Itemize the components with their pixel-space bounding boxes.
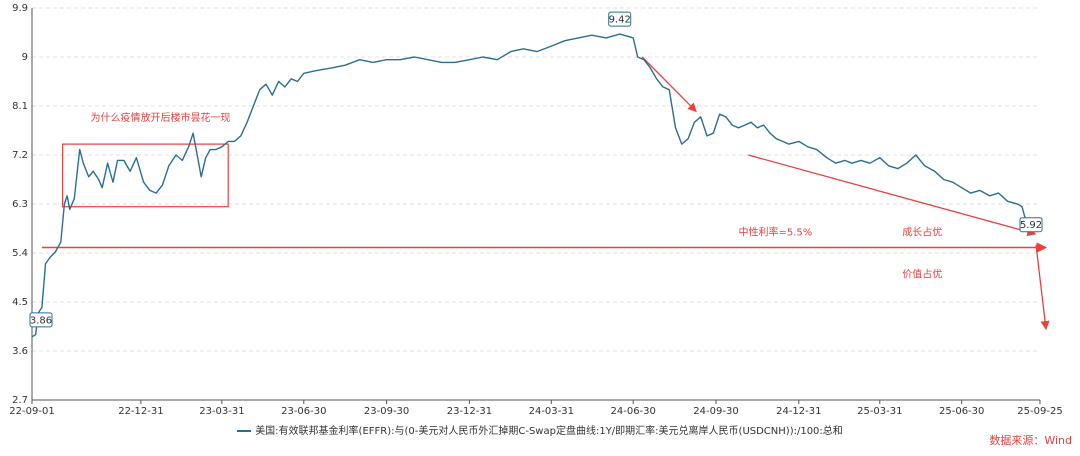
y-tick-label: 9 [22, 52, 28, 63]
y-tick-label: 5.4 [12, 248, 28, 259]
annotation-text: 成长占优 [902, 226, 942, 239]
x-tick-label: 24-06-30 [611, 406, 656, 417]
x-tick-label: 24-12-31 [776, 406, 821, 417]
y-tick-label: 4.5 [12, 297, 28, 308]
x-tick-label: 22-12-31 [118, 406, 163, 417]
trend-arrow [748, 154, 1037, 237]
y-tick-label: 3.6 [12, 346, 28, 357]
x-tick-label: 25-06-30 [939, 406, 984, 417]
x-tick-label: 24-09-30 [693, 406, 738, 417]
x-tick-label: 25-09-25 [1017, 406, 1062, 417]
legend-label: 美国:有效联邦基金利率(EFFR):与(0-美元对人民币外汇掉期C-Swap定盘… [255, 426, 843, 437]
x-tick-label: 23-12-31 [447, 406, 492, 417]
x-tick-label: 24-03-31 [529, 406, 574, 417]
x-tick-label: 25-03-31 [857, 406, 902, 417]
trend-arrow [1035, 244, 1050, 331]
x-tick-label: 23-06-30 [281, 406, 326, 417]
legend: 美国:有效联邦基金利率(EFFR):与(0-美元对人民币外汇掉期C-Swap定盘… [0, 422, 1080, 437]
y-tick-label: 2.7 [12, 395, 28, 406]
y-tick-label: 7.2 [12, 150, 28, 161]
annotation-box [61, 143, 229, 208]
data-label-box [29, 312, 53, 328]
trend-arrow [641, 56, 697, 113]
annotation-text: 价值占优 [902, 268, 942, 281]
data-label: 3.86 [30, 315, 52, 326]
y-tick-label: 6.3 [12, 199, 28, 210]
y-tick-label: 9.9 [12, 3, 28, 14]
series-line [31, 33, 1040, 338]
source-note: 数据来源：Wind [989, 434, 1072, 447]
annotation-text: 为什么疫情放开后楼市昙花一现 [91, 111, 231, 124]
x-tick-label: 22-09-01 [9, 406, 54, 417]
data-label: 5.92 [1020, 220, 1042, 231]
data-label-box [1019, 217, 1043, 233]
x-tick-label: 23-03-31 [199, 406, 244, 417]
annotation-text: 中性利率=5.5% [739, 226, 813, 239]
legend-swatch [237, 430, 252, 432]
x-tick-label: 23-09-30 [364, 406, 409, 417]
data-label: 9.42 [609, 15, 631, 26]
y-tick-label: 8.1 [12, 101, 28, 112]
data-label-box [608, 11, 632, 27]
